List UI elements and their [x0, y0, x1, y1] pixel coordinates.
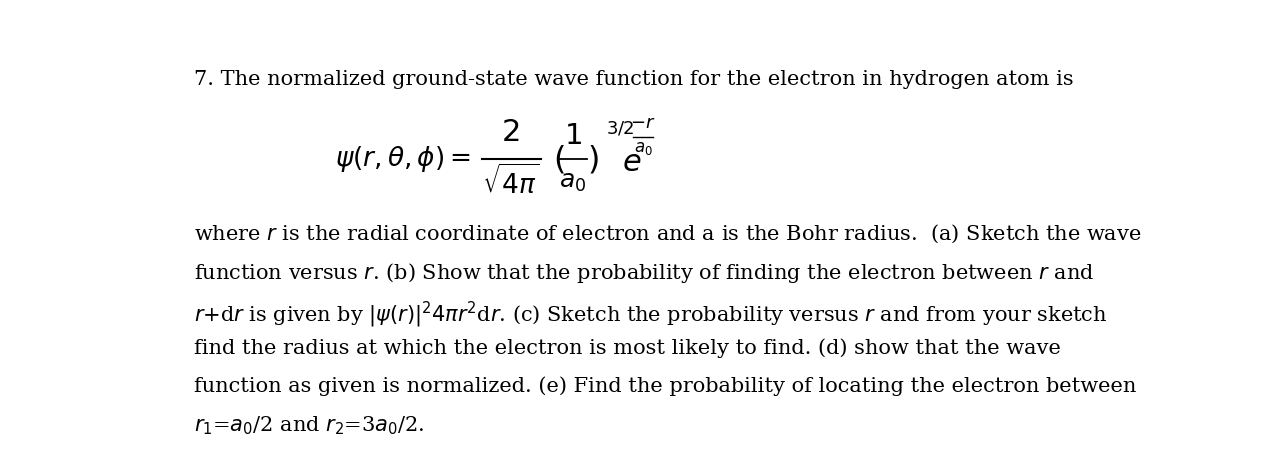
Text: function versus $r$. (b) Show that the probability of finding the electron betwe: function versus $r$. (b) Show that the p… — [194, 261, 1095, 285]
Text: 7. The normalized ground-state wave function for the electron in hydrogen atom i: 7. The normalized ground-state wave func… — [194, 70, 1073, 89]
Text: $2$: $2$ — [501, 117, 519, 148]
Text: $r$+d$r$ is given by $|\psi(r)|^24\pi r^2$d$r$. (c) Sketch the probability versu: $r$+d$r$ is given by $|\psi(r)|^24\pi r^… — [194, 300, 1108, 330]
Text: $($: $($ — [553, 143, 565, 175]
Text: $\psi(r,\theta,\phi) =$: $\psi(r,\theta,\phi) =$ — [336, 144, 471, 174]
Text: where $r$ is the radial coordinate of electron and a is the Bohr radius.  (a) Sk: where $r$ is the radial coordinate of el… — [194, 223, 1142, 246]
Text: $\sqrt{4\pi}$: $\sqrt{4\pi}$ — [482, 164, 540, 199]
Text: find the radius at which the electron is most likely to find. (d) show that the : find the radius at which the electron is… — [194, 338, 1060, 357]
Text: $)$: $)$ — [587, 143, 598, 175]
Text: $3/2$: $3/2$ — [606, 120, 635, 138]
Text: $1$: $1$ — [564, 122, 582, 150]
Text: $a_0$: $a_0$ — [634, 140, 652, 157]
Text: $-r$: $-r$ — [630, 114, 656, 132]
Text: $e$: $e$ — [623, 147, 642, 178]
Text: $r_1$=$a_0$/2 and $r_2$=3$a_0$/2.: $r_1$=$a_0$/2 and $r_2$=3$a_0$/2. — [194, 415, 425, 437]
Text: function as given is normalized. (e) Find the probability of locating the electr: function as given is normalized. (e) Fin… — [194, 376, 1137, 396]
Text: $a_0$: $a_0$ — [559, 171, 587, 194]
